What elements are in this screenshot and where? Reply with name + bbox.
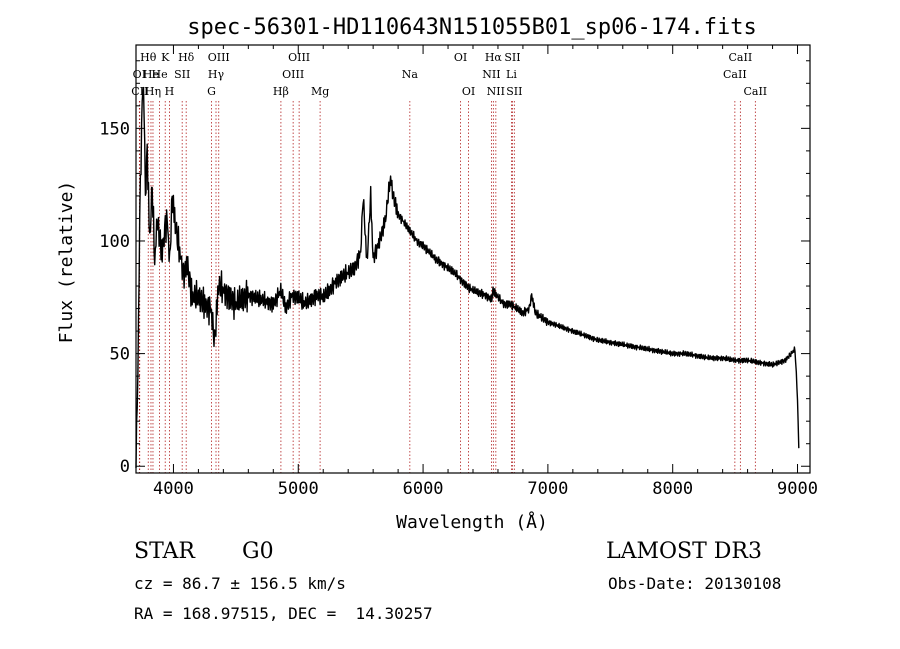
spectral-line-label: OIII — [208, 51, 230, 64]
spectral-line-label: SII — [504, 51, 520, 64]
x-axis-label: Wavelength (Å) — [396, 511, 548, 533]
redshift-readout: cz = 86.7 ± 156.5 km/s — [134, 574, 346, 593]
x-tick-label: 9000 — [777, 479, 818, 499]
x-tick-label: 6000 — [403, 479, 444, 499]
spectral-line-label: Hγ — [208, 68, 225, 81]
y-axis: 0 50 100 150 — [99, 60, 810, 477]
spectrum-line — [135, 86, 800, 469]
spectral-line-label: Hβ — [273, 85, 289, 98]
spectral-line-label: K — [161, 51, 170, 64]
spectral-line-label: SII — [506, 85, 522, 98]
spectral-line-label: CaII — [743, 85, 767, 98]
chart-title: spec-56301-HD110643N151055B01_sp06-174.f… — [187, 15, 757, 40]
spectral-line-label: Li — [506, 68, 517, 81]
y-tick-label: 0 — [120, 457, 130, 477]
spectral-line-label: Mg — [311, 85, 329, 98]
x-tick-label: 8000 — [652, 479, 693, 499]
survey-label: LAMOST DR3 — [606, 539, 762, 564]
x-tick-label: 7000 — [527, 479, 568, 499]
spectral-line-label: He — [152, 68, 168, 81]
coordinates-readout: RA = 168.97515, DEC = 14.30257 — [134, 604, 433, 623]
spectral-line-label: OIII — [282, 68, 304, 81]
x-axis: 4000 5000 6000 7000 8000 9000 — [153, 45, 818, 499]
y-tick-label: 100 — [99, 232, 130, 252]
spectral-line-label: OI — [454, 51, 467, 64]
spectral-line-label: OIII — [288, 51, 310, 64]
x-tick-label: 5000 — [278, 479, 319, 499]
spectral-line-label: H — [165, 85, 175, 98]
spectral-line-label: Hα — [485, 51, 503, 64]
class-label: STAR — [134, 539, 195, 564]
spectral-line-label: Hδ — [178, 51, 195, 64]
spectral-line-label: CaII — [729, 51, 753, 64]
spectral-line-label: NII — [487, 85, 505, 98]
spectral-line-label: Hθ — [140, 51, 157, 64]
spectral-line-label: G — [207, 85, 216, 98]
spectral-line-label: SII — [174, 68, 190, 81]
y-axis-label: Flux (relative) — [56, 181, 77, 344]
obs-date-readout: Obs-Date: 20130108 — [608, 574, 782, 593]
subclass-label: G0 — [242, 539, 274, 564]
spectral-line-label: He — [143, 68, 159, 81]
plot-frame — [135, 44, 811, 474]
spectral-line-label: OI — [462, 85, 475, 98]
plot-border — [135, 44, 811, 474]
spectral-line-label: CaII — [723, 68, 747, 81]
y-tick-label: 150 — [99, 119, 130, 139]
spectral-line-label: NII — [482, 68, 500, 81]
spectral-line-label: Hη — [145, 85, 161, 98]
spectral-line-label: Na — [402, 68, 419, 81]
y-tick-label: 50 — [110, 345, 130, 365]
x-tick-label: 4000 — [153, 479, 194, 499]
